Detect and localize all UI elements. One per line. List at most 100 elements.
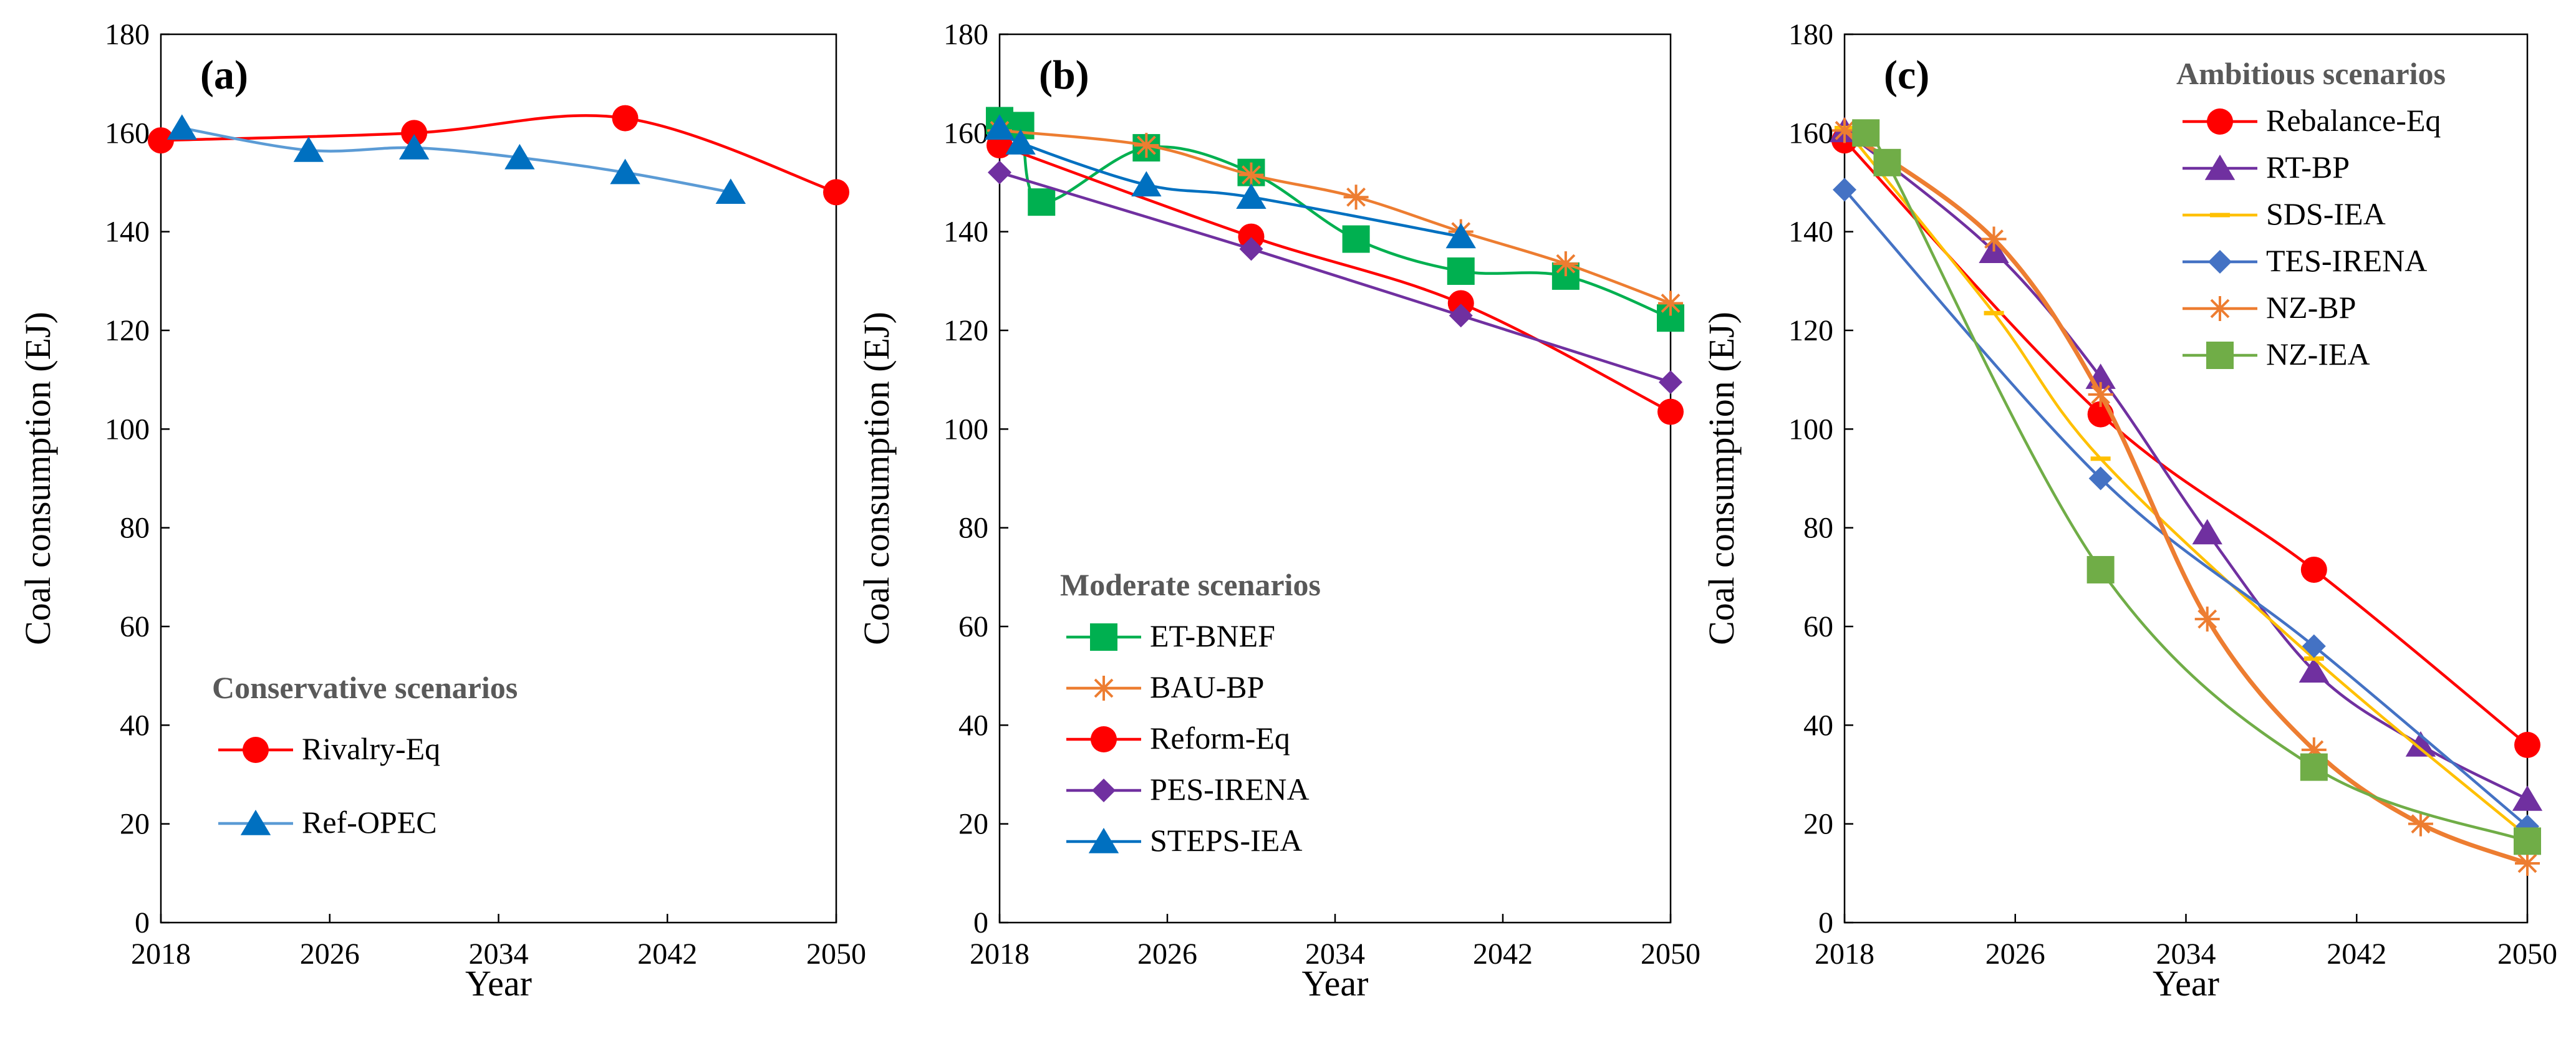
legend-marker-rivalry-eq: [243, 737, 269, 763]
data-point-nz-iea: [1852, 119, 1880, 147]
data-point-nz-bp: [2301, 737, 2327, 762]
y-tick-label: 0: [1818, 906, 1833, 939]
legend-marker-nz-iea: [2206, 342, 2234, 369]
data-point-rebalance-eq: [2514, 732, 2540, 758]
y-tick-label: 40: [958, 709, 988, 742]
legend-marker-reform-eq: [1091, 726, 1117, 752]
x-tick-label: 2018: [131, 938, 191, 971]
data-point-reform-eq: [1657, 398, 1684, 425]
plot-area-frame: [160, 33, 837, 924]
legend-label-tes-irena: TES-IRENA: [2266, 243, 2427, 278]
series-pes-irena: [988, 160, 1682, 395]
data-point-nz-bp: [1981, 226, 2007, 252]
data-point-nz-bp: [2088, 381, 2113, 407]
x-tick-label: 2034: [469, 938, 529, 971]
data-point-sds-iea: [2303, 656, 2324, 661]
y-axis-title: Coal consumption (EJ): [1701, 312, 1742, 645]
series-line-rivalry-eq: [160, 114, 837, 194]
y-tick-label: 140: [105, 216, 150, 249]
y-tick-label: 160: [105, 117, 150, 150]
legend-label-rt-bp: RT-BP: [2266, 150, 2350, 185]
panel-letter: (c): [1884, 52, 1929, 98]
data-point-rivalry-eq: [401, 120, 428, 146]
x-tick-label: 2034: [2156, 938, 2216, 971]
legend-label-rivalry-eq: Rivalry-Eq: [302, 731, 440, 766]
legend-marker-pes-irena: [1092, 779, 1116, 802]
data-point-steps-iea: [1445, 223, 1476, 249]
x-tick-label: 2018: [970, 938, 1030, 971]
legend-label-rebalance-eq: Rebalance-Eq: [2266, 103, 2441, 138]
x-axis-title: Year: [465, 963, 532, 1004]
y-tick-label: 120: [943, 314, 988, 347]
x-tick-label: 2018: [1815, 938, 1874, 971]
y-tick-label: 40: [120, 709, 150, 742]
legend-label-et-bnef: ET-BNEF: [1150, 618, 1275, 653]
legend-label-steps-iea: STEPS-IEA: [1150, 823, 1302, 858]
panel-c: 0 20 40 60 80 100 120 140 160 180 2018 2026 2034 2042…: [1701, 18, 2557, 1004]
y-tick-label: 180: [105, 18, 150, 51]
y-tick-label: 20: [120, 808, 150, 841]
x-tick-label: 2034: [1305, 938, 1365, 971]
data-point-rivalry-eq: [148, 127, 174, 154]
y-tick-label: 180: [943, 18, 988, 51]
series-line-nz-iea: [1861, 120, 2528, 843]
y-tick-label: 80: [120, 512, 150, 545]
data-point-nz-bp: [2408, 811, 2433, 837]
data-point-reform-eq: [1238, 223, 1265, 250]
legend-marker-et-bnef: [1090, 623, 1117, 651]
y-tick-label: 20: [1803, 808, 1833, 841]
data-point-nz-bp: [2194, 607, 2220, 632]
y-tick-label: 100: [105, 413, 150, 446]
data-point-steps-iea: [984, 114, 1015, 140]
x-tick-label: 2026: [1137, 938, 1197, 971]
data-point-et-bnef: [1342, 225, 1370, 253]
data-point-rivalry-eq: [823, 179, 849, 206]
legend-title: Ambitious scenarios: [2176, 56, 2446, 91]
series-ref-opec: [166, 114, 746, 204]
series-line-rt-bp: [1843, 129, 2529, 801]
series-line-reform-eq: [999, 144, 1672, 413]
legend-marker-steps-iea: [1088, 828, 1119, 853]
x-tick-label: 2050: [1641, 938, 1700, 971]
series-rebalance-eq: [1831, 127, 2540, 758]
y-tick-label: 0: [973, 906, 988, 939]
x-tick-label: 2026: [1985, 938, 2045, 971]
data-point-sds-iea: [2090, 456, 2111, 461]
y-tick-label: 0: [135, 906, 150, 939]
y-tick-label: 60: [1803, 610, 1833, 643]
data-point-nz-iea: [1873, 148, 1901, 176]
data-point-nz-iea: [2300, 753, 2328, 781]
series-rivalry-eq: [148, 105, 849, 206]
panel-a: 0 20 40 60 80 100 120 140 160 180 2018 2026 2034 2042…: [17, 18, 866, 1004]
data-point-bau-bp: [1343, 185, 1369, 210]
data-point-et-bnef: [1447, 257, 1475, 285]
y-tick-label: 80: [958, 512, 988, 545]
data-point-tes-irena: [2302, 634, 2326, 658]
series-nz-bp: [1832, 118, 2540, 876]
legend-label-nz-iea: NZ-IEA: [2266, 337, 2370, 372]
legend-marker-rt-bp: [2204, 155, 2236, 180]
x-axis-title: Year: [2153, 963, 2219, 1004]
legend-label-nz-bp: NZ-BP: [2266, 290, 2356, 325]
legend-title: Conservative scenarios: [212, 670, 518, 705]
data-point-ref-opec: [715, 178, 746, 204]
data-point-pes-irena: [1659, 370, 1682, 395]
legend-label-reform-eq: Reform-Eq: [1150, 721, 1290, 756]
data-point-tes-irena: [2088, 466, 2113, 491]
data-point-reform-eq: [1447, 290, 1474, 317]
legend-marker-tes-irena: [2208, 250, 2232, 274]
panel-letter: (b): [1039, 52, 1089, 98]
data-point-pes-irena: [988, 160, 1011, 185]
series-rt-bp: [1829, 117, 2543, 811]
y-tick-label: 60: [120, 610, 150, 643]
legend-label-pes-irena: PES-IRENA: [1150, 772, 1310, 807]
y-tick-label: 40: [1803, 709, 1833, 742]
x-tick-label: 2050: [806, 938, 866, 971]
series-reform-eq: [987, 132, 1684, 425]
y-tick-label: 160: [1788, 117, 1833, 150]
legend-marker-sds-iea: [2210, 213, 2230, 218]
data-point-bau-bp: [1658, 290, 1683, 316]
data-point-nz-bp: [1832, 118, 1857, 143]
